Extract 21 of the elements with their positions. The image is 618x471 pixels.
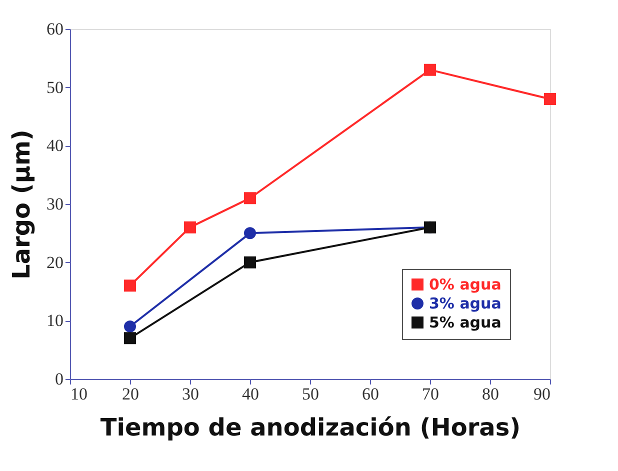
y-tick-label: 10 bbox=[46, 311, 64, 330]
y-axis-title: Largo (μm) bbox=[8, 130, 36, 280]
x-tick-label: 90 bbox=[534, 384, 550, 404]
x-tick-label: 20 bbox=[122, 384, 139, 404]
x-tick-label: 80 bbox=[482, 384, 499, 404]
legend-label: 3% agua bbox=[429, 294, 502, 312]
x-tick-label: 70 bbox=[422, 384, 439, 404]
y-tick-label: 60 bbox=[46, 20, 64, 38]
y-tick-label: 30 bbox=[46, 194, 64, 214]
x-tick-label: 30 bbox=[182, 384, 199, 404]
x-tick-label: 60 bbox=[362, 384, 379, 404]
y-tick-label: 50 bbox=[46, 78, 64, 97]
x-tick-label: 10 bbox=[70, 384, 88, 404]
x-tick-label: 40 bbox=[242, 384, 259, 404]
y-tick-label: 20 bbox=[46, 252, 64, 272]
x-axis-title: Tiempo de anodización (Horas) bbox=[100, 414, 521, 442]
x-tick-label: 50 bbox=[302, 384, 319, 404]
legend-label: 5% agua bbox=[429, 314, 502, 332]
y-tick-label: 0 bbox=[55, 370, 64, 388]
legend-label: 0% agua bbox=[429, 276, 502, 294]
y-tick-label: 40 bbox=[46, 136, 64, 156]
